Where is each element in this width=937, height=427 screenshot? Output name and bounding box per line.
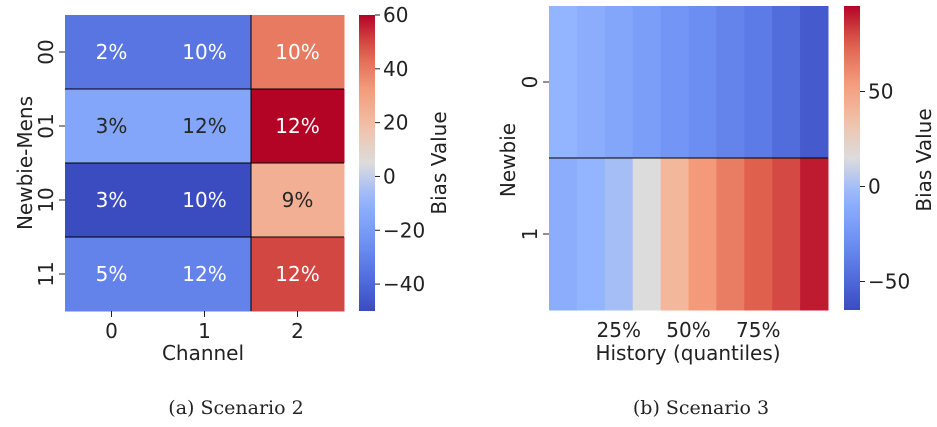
heatmap-a-cell-label-r2-c1: 10% bbox=[182, 188, 226, 212]
heatmap-a-cell-label-r1-c1: 12% bbox=[182, 114, 226, 138]
heatmap-a-cell-r1-c0 bbox=[65, 89, 159, 164]
heatmap-a-xtick-1: 1 bbox=[198, 319, 211, 343]
heatmap-panel-b: 01 25% 50% 75% History (quantiles) Newbie … bbox=[496, 6, 936, 419]
colorbar-b-gradient bbox=[844, 6, 860, 310]
heatmap-a-cell-r2-c1 bbox=[158, 163, 252, 238]
heatmap-a-cell-r1-c2 bbox=[251, 89, 345, 164]
heatmap-b-cell-r1-c4 bbox=[660, 158, 689, 311]
heatmap-panel-a: 2% 10% 10%3% 12% 12%3% 10% 9%5% 12% 12% 00011011… bbox=[13, 3, 451, 419]
heatmap-b-ylabel: Newbie bbox=[496, 123, 520, 197]
heatmap-a-cell-r1-c1 bbox=[158, 89, 252, 164]
colorbar-a-tick-1: −20 bbox=[383, 218, 425, 242]
caption-a: (a) Scenario 2 bbox=[168, 397, 303, 419]
heatmap-b-cell-r0-c8 bbox=[772, 6, 801, 159]
heatmap-b-cell-r0-c6 bbox=[716, 6, 745, 159]
heatmap-a-cell-r2-c2 bbox=[251, 163, 345, 238]
colorbar-a-tick-5: 60 bbox=[383, 3, 408, 27]
colorbar-a-gradient bbox=[359, 15, 375, 311]
heatmap-a-cell-r3-c2 bbox=[251, 237, 345, 312]
heatmap-b-cells bbox=[549, 6, 829, 311]
heatmap-a-cell-r3-c1 bbox=[158, 237, 252, 312]
heatmap-b-cell-r0-c4 bbox=[660, 6, 689, 159]
heatmap-b-cell-r1-c6 bbox=[716, 158, 745, 311]
heatmap-b-cell-r1-c8 bbox=[772, 158, 801, 311]
heatmap-a-cells bbox=[65, 15, 345, 312]
heatmap-a-cell-label-r0-c2: 10% bbox=[275, 40, 319, 64]
heatmap-a-cell-label-r3-c1: 12% bbox=[182, 262, 226, 286]
colorbar-b-tick-1: 0 bbox=[868, 175, 881, 199]
heatmap-b-x-ticks: 25% 50% 75% bbox=[597, 318, 781, 342]
heatmap-a-cell-r0-c1 bbox=[158, 15, 252, 90]
colorbar-b-tick-2: 50 bbox=[868, 80, 893, 104]
heatmap-b-cell-r0-c3 bbox=[632, 6, 662, 159]
heatmap-a-ytick-2: 10 bbox=[34, 187, 58, 212]
heatmap-a-cell-label-r0-c1: 10% bbox=[182, 40, 226, 64]
colorbar-a-tick-4: 40 bbox=[383, 57, 408, 81]
heatmap-b-cell-r1-c7 bbox=[744, 158, 773, 311]
heatmap-b-cell-r1-c0 bbox=[549, 158, 578, 311]
heatmap-b-ytick-1: 1 bbox=[518, 228, 542, 241]
heatmap-b-cell-r0-c0 bbox=[549, 6, 578, 159]
heatmap-a-xtick-0: 0 bbox=[105, 319, 118, 343]
heatmap-b-cell-r1-c3 bbox=[632, 158, 662, 311]
heatmap-b-xtick-0: 25% bbox=[597, 318, 641, 342]
heatmap-a-ytick-3: 11 bbox=[34, 261, 58, 286]
heatmap-b-cell-r0-c1 bbox=[576, 6, 606, 159]
colorbar-b: −50 0 50 bbox=[844, 6, 910, 310]
heatmap-b-cell-r0-c7 bbox=[744, 6, 773, 159]
heatmap-a-xtick-2: 2 bbox=[291, 319, 304, 343]
heatmap-b-y-ticks: 01 bbox=[518, 76, 549, 241]
heatmap-a-ylabel: Newbie-Mens bbox=[13, 96, 37, 230]
heatmap-a-cell-label-r1-c2: 12% bbox=[275, 114, 319, 138]
colorbar-a-tick-3: 20 bbox=[383, 111, 408, 135]
heatmap-a-cell-labels: 2% 10% 10% 3% 12% 12% 3% 10% 9% 5% 12% 12% bbox=[96, 40, 320, 286]
heatmap-b-cell-r1-c9 bbox=[800, 158, 829, 311]
heatmap-b-xlabel: History (quantiles) bbox=[595, 341, 780, 365]
heatmap-a-cell-label-r1-c0: 3% bbox=[96, 114, 128, 138]
caption-b: (b) Scenario 3 bbox=[633, 397, 769, 419]
heatmap-b-cell-r1-c1 bbox=[576, 158, 606, 311]
colorbar-b-tick-0: −50 bbox=[868, 270, 910, 294]
heatmap-a-cell-label-r2-c2: 9% bbox=[282, 188, 314, 212]
heatmap-a-y-ticks: 00 01 10 11 bbox=[34, 39, 65, 287]
colorbar-a-tick-2: 0 bbox=[383, 164, 396, 188]
heatmap-b-cell-r1-c5 bbox=[688, 158, 717, 311]
colorbar-a-label: Bias Value bbox=[427, 111, 451, 214]
heatmap-b-cell-r0-c5 bbox=[688, 6, 717, 159]
heatmap-a-cell-r0-c0 bbox=[65, 15, 159, 90]
heatmap-b-cell-r1-c2 bbox=[604, 158, 634, 311]
heatmap-b-ytick-0: 0 bbox=[518, 76, 542, 89]
heatmap-a-cell-label-r2-c0: 3% bbox=[96, 188, 128, 212]
heatmap-b-xtick-1: 50% bbox=[666, 318, 710, 342]
heatmap-a-ytick-0: 00 bbox=[34, 39, 58, 64]
heatmap-a-ytick-1: 01 bbox=[34, 113, 58, 138]
colorbar-a-tick-0: −40 bbox=[383, 272, 425, 296]
heatmap-b-cell-r0-c2 bbox=[604, 6, 634, 159]
heatmap-a-x-ticks: 0 1 2 bbox=[105, 311, 304, 343]
heatmap-b-xtick-2: 75% bbox=[736, 318, 780, 342]
colorbar-b-label: Bias Value bbox=[912, 108, 936, 211]
heatmap-a-cell-label-r3-c0: 5% bbox=[96, 262, 128, 286]
heatmap-a-cell-label-r3-c2: 12% bbox=[275, 262, 319, 286]
heatmap-a-xlabel: Channel bbox=[162, 341, 244, 365]
heatmap-a-cell-r3-c0 bbox=[65, 237, 159, 312]
heatmap-a-cell-label-r0-c0: 2% bbox=[96, 40, 128, 64]
colorbar-a: −40 −20 0 20 40 60 bbox=[359, 3, 425, 311]
heatmap-b-cell-r0-c9 bbox=[800, 6, 829, 159]
heatmap-a-cell-r0-c2 bbox=[251, 15, 345, 90]
heatmap-a-cell-r2-c0 bbox=[65, 163, 159, 238]
